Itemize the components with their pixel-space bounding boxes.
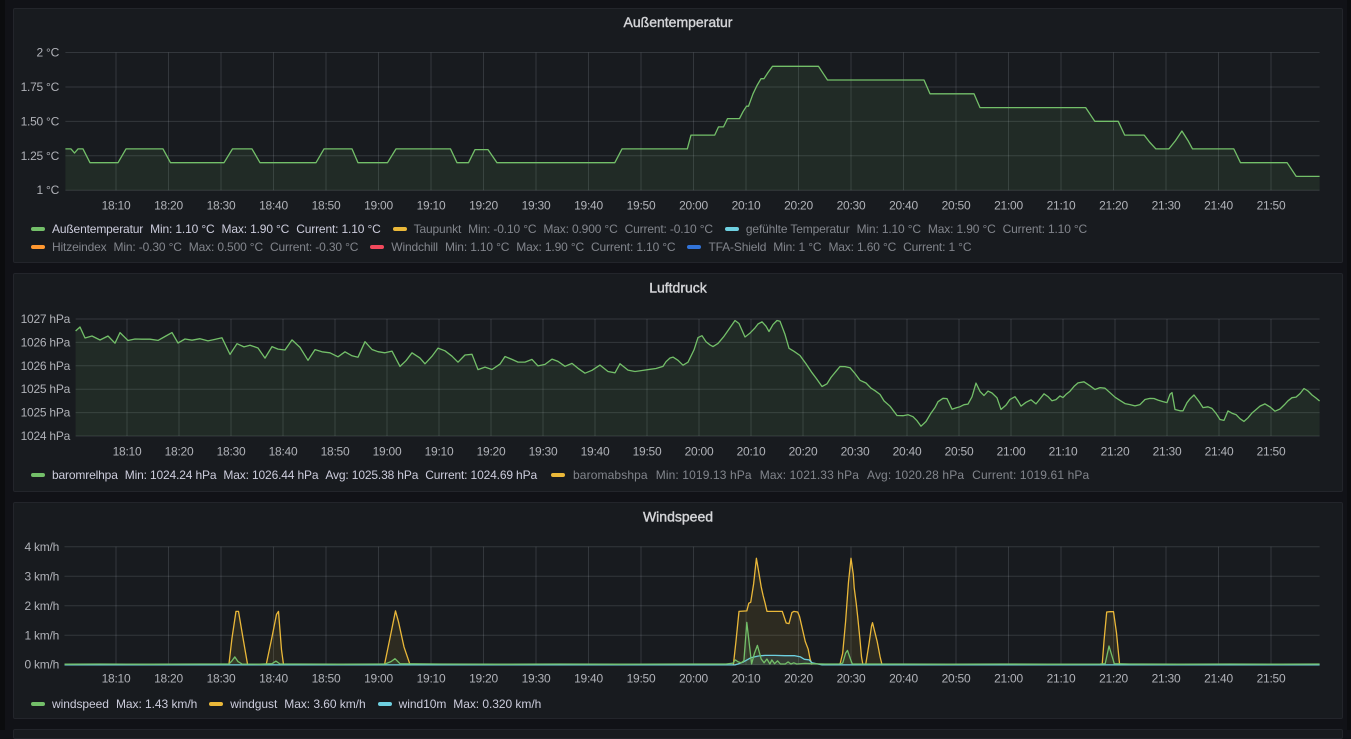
svg-text:20:50: 20:50	[942, 672, 971, 686]
svg-text:19:50: 19:50	[627, 672, 656, 686]
svg-text:18:50: 18:50	[321, 445, 350, 459]
svg-text:20:30: 20:30	[841, 445, 870, 459]
svg-text:1026 hPa: 1026 hPa	[21, 359, 71, 373]
svg-text:20:50: 20:50	[942, 199, 971, 213]
svg-text:21:20: 21:20	[1099, 672, 1128, 686]
svg-text:20:00: 20:00	[679, 199, 708, 213]
svg-text:2 km/h: 2 km/h	[24, 599, 59, 613]
svg-text:19:30: 19:30	[522, 199, 551, 213]
svg-text:20:30: 20:30	[837, 199, 866, 213]
svg-text:19:50: 19:50	[633, 445, 662, 459]
svg-text:18:50: 18:50	[312, 199, 341, 213]
svg-text:21:00: 21:00	[994, 199, 1023, 213]
svg-text:18:30: 18:30	[207, 199, 236, 213]
svg-text:21:10: 21:10	[1047, 199, 1076, 213]
svg-text:20:40: 20:40	[889, 199, 918, 213]
svg-text:19:50: 19:50	[627, 199, 656, 213]
svg-text:21:50: 21:50	[1257, 672, 1286, 686]
svg-text:18:30: 18:30	[207, 672, 236, 686]
svg-text:21:00: 21:00	[997, 445, 1026, 459]
svg-text:0 km/h: 0 km/h	[24, 658, 59, 672]
svg-text:20:00: 20:00	[685, 445, 714, 459]
svg-text:18:10: 18:10	[113, 445, 142, 459]
svg-text:1 km/h: 1 km/h	[24, 628, 59, 642]
svg-text:21:30: 21:30	[1152, 672, 1181, 686]
svg-text:19:00: 19:00	[364, 199, 393, 213]
svg-text:19:20: 19:20	[469, 199, 498, 213]
svg-text:2 °C: 2 °C	[37, 46, 60, 60]
svg-text:18:40: 18:40	[259, 199, 288, 213]
svg-text:1024 hPa: 1024 hPa	[21, 429, 71, 443]
svg-text:19:30: 19:30	[529, 445, 558, 459]
svg-text:1.50 °C: 1.50 °C	[21, 114, 60, 128]
svg-text:4 km/h: 4 km/h	[24, 540, 59, 554]
svg-text:21:30: 21:30	[1153, 445, 1182, 459]
svg-text:19:20: 19:20	[469, 672, 498, 686]
svg-text:20:10: 20:10	[732, 199, 761, 213]
svg-text:21:10: 21:10	[1049, 445, 1078, 459]
svg-text:18:20: 18:20	[154, 199, 183, 213]
svg-text:21:40: 21:40	[1204, 672, 1233, 686]
svg-text:19:40: 19:40	[574, 199, 603, 213]
svg-text:19:00: 19:00	[373, 445, 402, 459]
svg-text:18:20: 18:20	[165, 445, 194, 459]
svg-text:18:50: 18:50	[312, 672, 341, 686]
svg-text:21:50: 21:50	[1257, 199, 1286, 213]
svg-text:20:20: 20:20	[784, 672, 813, 686]
svg-text:18:10: 18:10	[102, 199, 131, 213]
svg-text:21:20: 21:20	[1101, 445, 1130, 459]
svg-text:18:40: 18:40	[259, 672, 288, 686]
svg-text:18:30: 18:30	[217, 445, 246, 459]
svg-text:21:10: 21:10	[1047, 672, 1076, 686]
svg-text:1.75 °C: 1.75 °C	[21, 80, 60, 94]
svg-text:19:10: 19:10	[425, 445, 454, 459]
svg-text:20:20: 20:20	[789, 445, 818, 459]
svg-text:21:50: 21:50	[1257, 445, 1286, 459]
svg-text:21:40: 21:40	[1205, 445, 1234, 459]
svg-text:20:40: 20:40	[889, 672, 918, 686]
svg-text:1027 hPa: 1027 hPa	[21, 312, 71, 326]
svg-text:1025 hPa: 1025 hPa	[21, 382, 71, 396]
svg-text:21:20: 21:20	[1099, 199, 1128, 213]
svg-text:21:40: 21:40	[1204, 199, 1233, 213]
svg-text:19:40: 19:40	[581, 445, 610, 459]
svg-text:19:40: 19:40	[574, 672, 603, 686]
svg-text:18:40: 18:40	[269, 445, 298, 459]
svg-text:19:30: 19:30	[522, 672, 551, 686]
svg-text:20:40: 20:40	[893, 445, 922, 459]
svg-text:1.25 °C: 1.25 °C	[21, 149, 60, 163]
svg-text:20:00: 20:00	[679, 672, 708, 686]
svg-text:19:10: 19:10	[417, 672, 446, 686]
svg-text:1026 hPa: 1026 hPa	[21, 335, 71, 349]
svg-text:20:10: 20:10	[732, 672, 761, 686]
svg-text:18:20: 18:20	[154, 672, 183, 686]
svg-text:18:10: 18:10	[102, 672, 131, 686]
svg-text:20:10: 20:10	[737, 445, 766, 459]
svg-text:19:10: 19:10	[417, 199, 446, 213]
svg-text:20:30: 20:30	[837, 672, 866, 686]
svg-text:Luftdruck: Luftdruck	[649, 280, 708, 296]
svg-text:19:20: 19:20	[477, 445, 506, 459]
svg-text:20:50: 20:50	[945, 445, 974, 459]
svg-text:21:30: 21:30	[1152, 199, 1181, 213]
svg-text:1 °C: 1 °C	[37, 183, 60, 197]
svg-text:20:20: 20:20	[784, 199, 813, 213]
svg-text:Windspeed: Windspeed	[643, 509, 713, 525]
svg-text:1025 hPa: 1025 hPa	[21, 406, 71, 420]
svg-text:21:00: 21:00	[994, 672, 1023, 686]
svg-text:3 km/h: 3 km/h	[24, 569, 59, 583]
svg-text:Außentemperatur: Außentemperatur	[624, 14, 733, 30]
svg-text:19:00: 19:00	[364, 672, 393, 686]
